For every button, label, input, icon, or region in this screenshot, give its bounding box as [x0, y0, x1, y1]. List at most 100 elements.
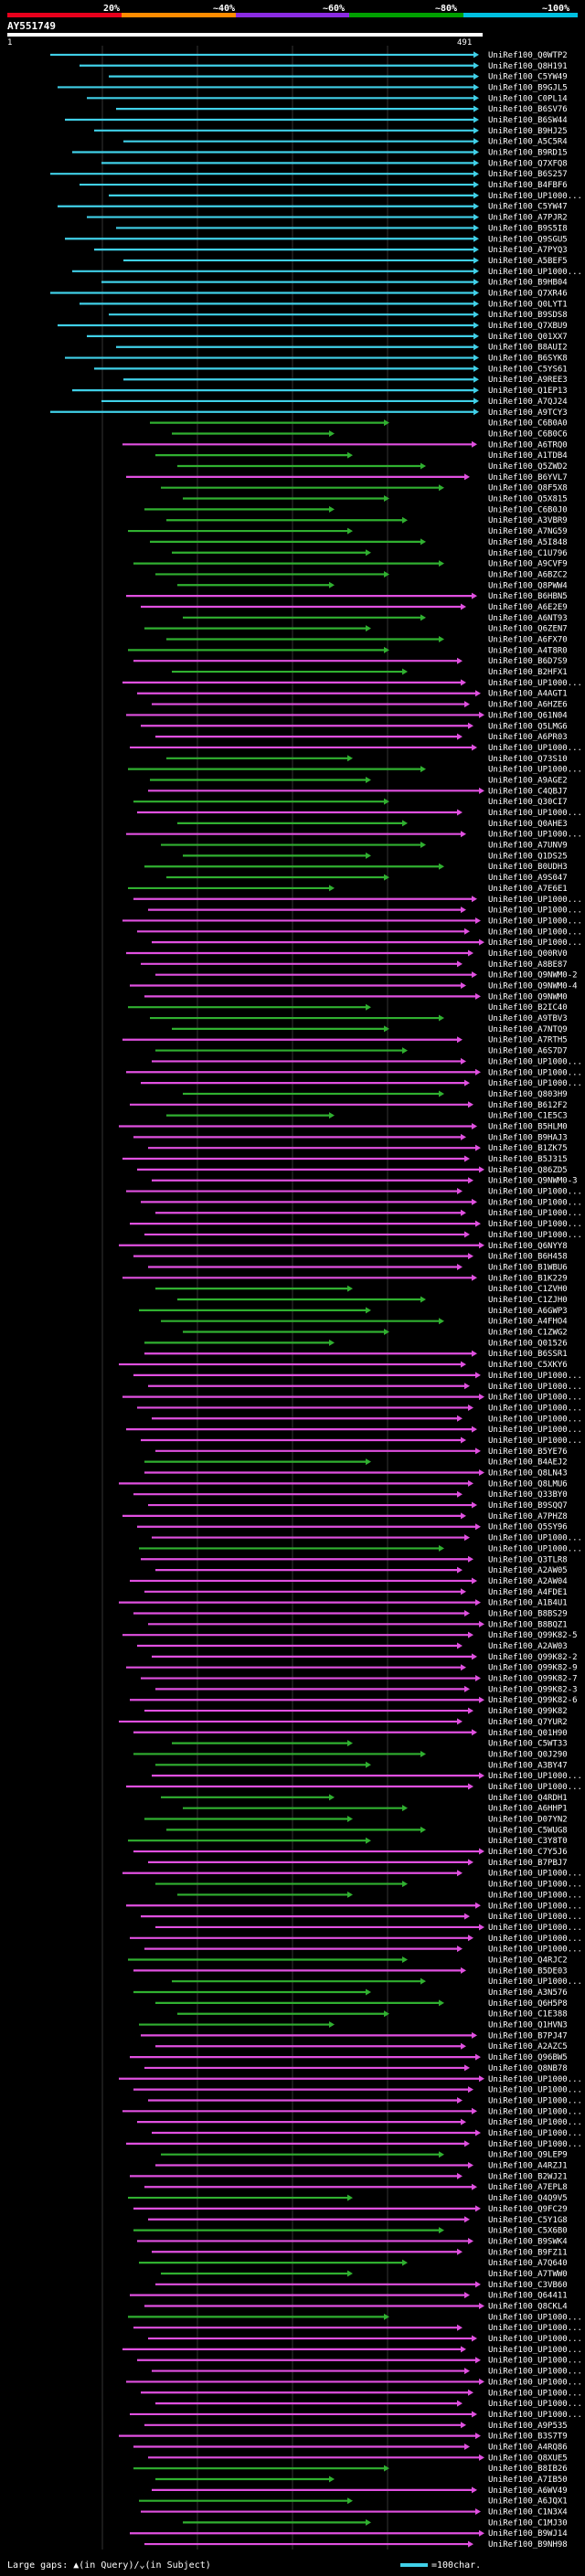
hit-label[interactable]: UniRef100_B3S7T9	[488, 2433, 568, 2442]
hit-label[interactable]: UniRef100_B9FZ11	[488, 2248, 568, 2257]
hit-label[interactable]: UniRef100_Q9NWM0	[488, 992, 568, 1002]
hit-row[interactable]: UniRef100_UP1000...	[130, 744, 582, 753]
hit-row[interactable]: UniRef100_UP1000...	[122, 1394, 582, 1403]
hit-row[interactable]: UniRef100_Q73S10	[166, 755, 568, 764]
hit-row[interactable]: UniRef100_B5DE03	[133, 1966, 568, 1976]
hit-row[interactable]: UniRef100_Q61N04	[126, 711, 568, 720]
hit-row[interactable]: UniRef100_B9RD15	[72, 149, 568, 158]
hit-row[interactable]: UniRef100_Q5LMG6	[141, 722, 568, 731]
hit-row[interactable]: UniRef100_Q0LYT1	[80, 300, 568, 309]
hit-label[interactable]: UniRef100_A9S047	[488, 874, 568, 883]
hit-row[interactable]: UniRef100_Q8F5X8	[161, 484, 568, 493]
hit-label[interactable]: UniRef100_UP1000...	[488, 1079, 582, 1088]
hit-row[interactable]: UniRef100_Q1HVN3	[139, 2021, 568, 2030]
hit-label[interactable]: UniRef100_Q1HVN3	[488, 2021, 568, 2030]
hit-label[interactable]: UniRef100_Q33BY0	[488, 1490, 568, 1500]
hit-label[interactable]: UniRef100_Q7XFQ8	[488, 159, 568, 168]
hit-row[interactable]: UniRef100_UP1000...	[152, 938, 582, 948]
hit-label[interactable]: UniRef100_Q99K82-2	[488, 1653, 578, 1662]
hit-label[interactable]: UniRef100_B1ZK75	[488, 1144, 568, 1153]
hit-row[interactable]: UniRef100_UP1000...	[152, 2129, 582, 2138]
hit-row[interactable]: UniRef100_B6S257	[50, 170, 568, 179]
hit-row[interactable]: UniRef100_B6D7S9	[133, 657, 568, 666]
hit-label[interactable]: UniRef100_A5I848	[488, 538, 568, 547]
hit-label[interactable]: UniRef100_C5Y1G8	[488, 2216, 568, 2225]
hit-row[interactable]: UniRef100_UP1000...	[126, 2140, 582, 2149]
hit-label[interactable]: UniRef100_UP1000...	[488, 2140, 582, 2149]
hit-label[interactable]: UniRef100_B9SWK4	[488, 2237, 568, 2246]
hit-label[interactable]: UniRef100_A1TDB4	[488, 451, 568, 461]
hit-row[interactable]: UniRef100_A9TBV3	[150, 1014, 568, 1023]
hit-label[interactable]: UniRef100_UP1000...	[488, 1198, 582, 1207]
hit-label[interactable]: UniRef100_Q9LEP9	[488, 2151, 568, 2160]
hit-label[interactable]: UniRef100_A7IB50	[488, 2475, 568, 2485]
hit-row[interactable]: UniRef100_UP1000...	[128, 766, 582, 775]
hit-row[interactable]: UniRef100_Q6ZEN7	[144, 625, 568, 634]
hit-label[interactable]: UniRef100_UP1000...	[488, 1394, 582, 1403]
hit-label[interactable]: UniRef100_A9TBV3	[488, 1014, 568, 1023]
hit-label[interactable]: UniRef100_C1E5C3	[488, 1112, 568, 1121]
hit-row[interactable]: UniRef100_C3VB60	[155, 2281, 568, 2290]
hit-label[interactable]: UniRef100_B4FBF6	[488, 181, 568, 190]
hit-row[interactable]: UniRef100_A7TWW0	[161, 2270, 568, 2279]
hit-row[interactable]: UniRef100_Q3TLR8	[141, 1555, 568, 1564]
hit-row[interactable]: UniRef100_C1E388	[177, 2010, 568, 2019]
hit-label[interactable]: UniRef100_B9RD15	[488, 149, 568, 158]
hit-label[interactable]: UniRef100_UP1000...	[488, 1913, 582, 1922]
hit-label[interactable]: UniRef100_C5X6B0	[488, 2227, 568, 2236]
hit-row[interactable]: UniRef100_C5YS61	[94, 365, 568, 374]
hit-label[interactable]: UniRef100_UP1000...	[488, 1945, 582, 1955]
hit-row[interactable]: UniRef100_A8BE87	[141, 960, 568, 970]
hit-row[interactable]: UniRef100_B5HLM0	[119, 1122, 568, 1131]
hit-row[interactable]: UniRef100_B9HAJ3	[133, 1133, 568, 1142]
hit-row[interactable]: UniRef100_A2AZC5	[155, 2042, 568, 2051]
hit-label[interactable]: UniRef100_A9TCY3	[488, 408, 568, 418]
hit-row[interactable]: UniRef100_A5BEF5	[123, 257, 568, 266]
hit-label[interactable]: UniRef100_C5WUG8	[488, 1826, 568, 1835]
hit-label[interactable]: UniRef100_A2AZC5	[488, 2042, 568, 2051]
hit-row[interactable]: UniRef100_Q5X815	[183, 495, 568, 504]
hit-row[interactable]: UniRef100_UP1000...	[128, 2313, 582, 2322]
hit-label[interactable]: UniRef100_UP1000...	[488, 1415, 582, 1424]
hit-label[interactable]: UniRef100_Q7XR46	[488, 289, 568, 298]
hit-row[interactable]: UniRef100_UP1000...	[119, 2075, 582, 2084]
hit-row[interactable]: UniRef100_Q99K82	[144, 1707, 568, 1716]
hit-label[interactable]: UniRef100_Q4RJC2	[488, 1956, 568, 1965]
hit-label[interactable]: UniRef100_UP1000...	[488, 2357, 582, 2366]
hit-label[interactable]: UniRef100_B7PJ47	[488, 2031, 568, 2041]
hit-row[interactable]: UniRef100_UP1000...	[137, 1404, 582, 1413]
hit-row[interactable]: UniRef100_C1ZWG2	[183, 1329, 568, 1338]
hit-label[interactable]: UniRef100_A4FDE1	[488, 1588, 568, 1597]
hit-label[interactable]: UniRef100_A7EPL8	[488, 2183, 568, 2192]
hit-row[interactable]: UniRef100_Q7XR46	[50, 289, 568, 298]
hit-row[interactable]: UniRef100_A6WV49	[152, 2486, 568, 2496]
hit-row[interactable]: UniRef100_B4FBF6	[80, 181, 568, 190]
hit-row[interactable]: UniRef100_A4FHO4	[161, 1318, 568, 1327]
hit-label[interactable]: UniRef100_A6HHP1	[488, 1805, 568, 1814]
hit-label[interactable]: UniRef100_Q5SY96	[488, 1523, 568, 1532]
hit-row[interactable]: UniRef100_A9S047	[166, 874, 568, 883]
hit-row[interactable]: UniRef100_Q30CI7	[133, 798, 568, 807]
hit-label[interactable]: UniRef100_UP1000...	[488, 1231, 582, 1240]
hit-label[interactable]: UniRef100_B9HJ25	[488, 127, 568, 136]
hit-row[interactable]: UniRef100_Q6H5P8	[155, 1999, 568, 2009]
hit-label[interactable]: UniRef100_A3BY47	[488, 1761, 568, 1770]
hit-label[interactable]: UniRef100_UP1000...	[488, 268, 582, 277]
hit-label[interactable]: UniRef100_UP1000...	[488, 2368, 582, 2377]
hit-label[interactable]: UniRef100_A5C5R4	[488, 138, 568, 147]
hit-label[interactable]: UniRef100_Q99K82-9	[488, 1664, 578, 1673]
hit-row[interactable]: UniRef100_C5YW47	[58, 203, 568, 212]
hit-label[interactable]: UniRef100_B6SYK8	[488, 355, 568, 364]
hit-row[interactable]: UniRef100_A6PR03	[155, 733, 568, 742]
hit-row[interactable]: UniRef100_A2AW05	[155, 1566, 568, 1575]
hit-row[interactable]: UniRef100_A4FDE1	[144, 1588, 568, 1597]
hit-row[interactable]: UniRef100_Q1EP13	[72, 387, 568, 396]
hit-label[interactable]: UniRef100_C1ZWG2	[488, 1329, 568, 1338]
hit-row[interactable]: UniRef100_Q8LMU6	[119, 1479, 568, 1489]
hit-row[interactable]: UniRef100_C1ZJH0	[177, 1296, 568, 1305]
hit-label[interactable]: UniRef100_UP1000...	[488, 1935, 582, 1944]
hit-label[interactable]: UniRef100_Q1EP13	[488, 387, 568, 396]
hit-label[interactable]: UniRef100_UP1000...	[488, 1188, 582, 1197]
hit-label[interactable]: UniRef100_A4T8R0	[488, 646, 568, 655]
hit-label[interactable]: UniRef100_A6JQX1	[488, 2497, 568, 2507]
